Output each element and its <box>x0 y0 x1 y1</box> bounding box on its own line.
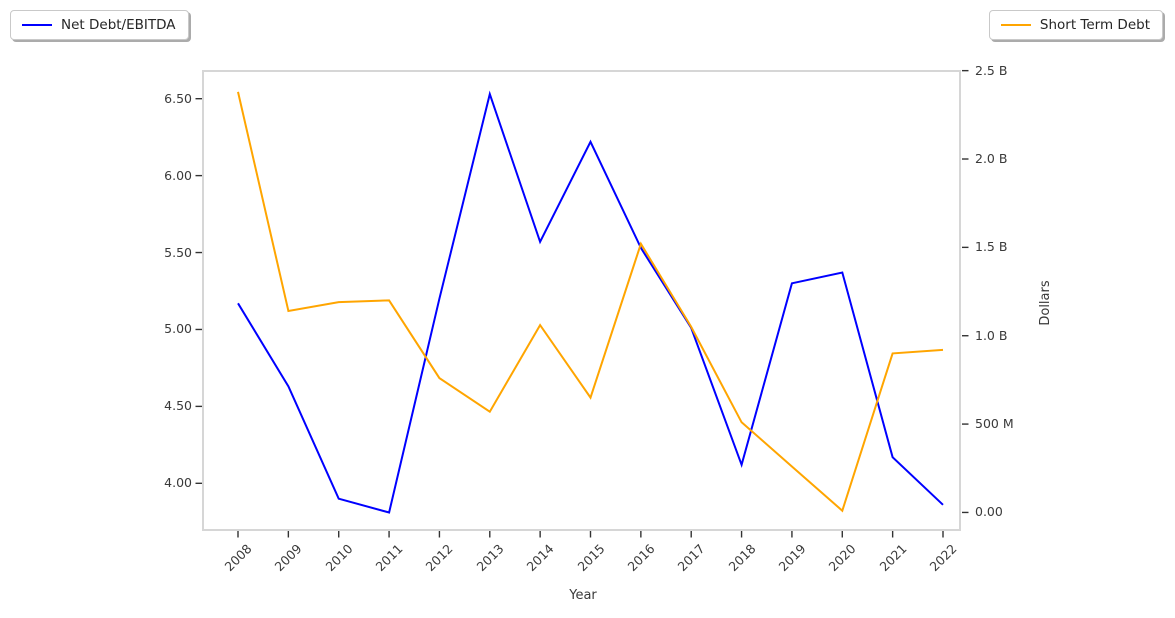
tick-label: 2016 <box>624 541 658 575</box>
tick-label: 2018 <box>725 541 759 575</box>
tick-label: 1.5 B <box>975 239 1008 255</box>
tick-label: 2013 <box>473 541 507 575</box>
tick-label: 2009 <box>271 541 305 575</box>
tick-label: 2020 <box>825 541 859 575</box>
tick-label: 2012 <box>422 541 457 575</box>
tick-label: 2021 <box>876 541 910 575</box>
short-term-debt-legend-swatch <box>1000 24 1031 26</box>
tick-label: 1.0 B <box>975 327 1008 343</box>
tick-label: 5.00 <box>164 321 192 337</box>
legend-label-short-term-debt: Short Term Debt <box>1039 17 1150 33</box>
tick-label: 500 M <box>975 416 1014 432</box>
tick-label: 2.0 B <box>975 151 1008 166</box>
tick-label: 6.50 <box>164 90 192 106</box>
tick-label: 2014 <box>523 541 557 575</box>
net-debt-legend-swatch <box>22 24 52 26</box>
x-axis-label: Year <box>569 588 597 603</box>
right-y-axis-label: Dollars <box>1038 280 1053 326</box>
legend-label-net-debt: Net Debt/EBITDA <box>61 17 176 33</box>
legend-short-term-debt: Short Term Debt <box>988 10 1163 40</box>
tick-label: 4.50 <box>164 398 192 414</box>
tick-label: 2011 <box>372 541 406 575</box>
plot-area <box>202 70 961 531</box>
tick-label: 2015 <box>574 541 608 575</box>
tick-label: 4.00 <box>164 475 192 491</box>
tick-label: 2017 <box>674 541 708 575</box>
tick-label: 5.50 <box>164 244 192 260</box>
tick-label: 2019 <box>775 541 809 575</box>
tick-label: 2008 <box>221 541 255 575</box>
legend-net-debt-ebitda: Net Debt/EBITDA <box>10 10 189 40</box>
tick-label: 0.00 <box>975 504 1003 520</box>
tick-label: 2022 <box>926 541 960 575</box>
tick-label: 2.5 B <box>975 62 1008 78</box>
tick-label: 6.00 <box>164 167 192 183</box>
tick-label: 2010 <box>322 541 356 575</box>
